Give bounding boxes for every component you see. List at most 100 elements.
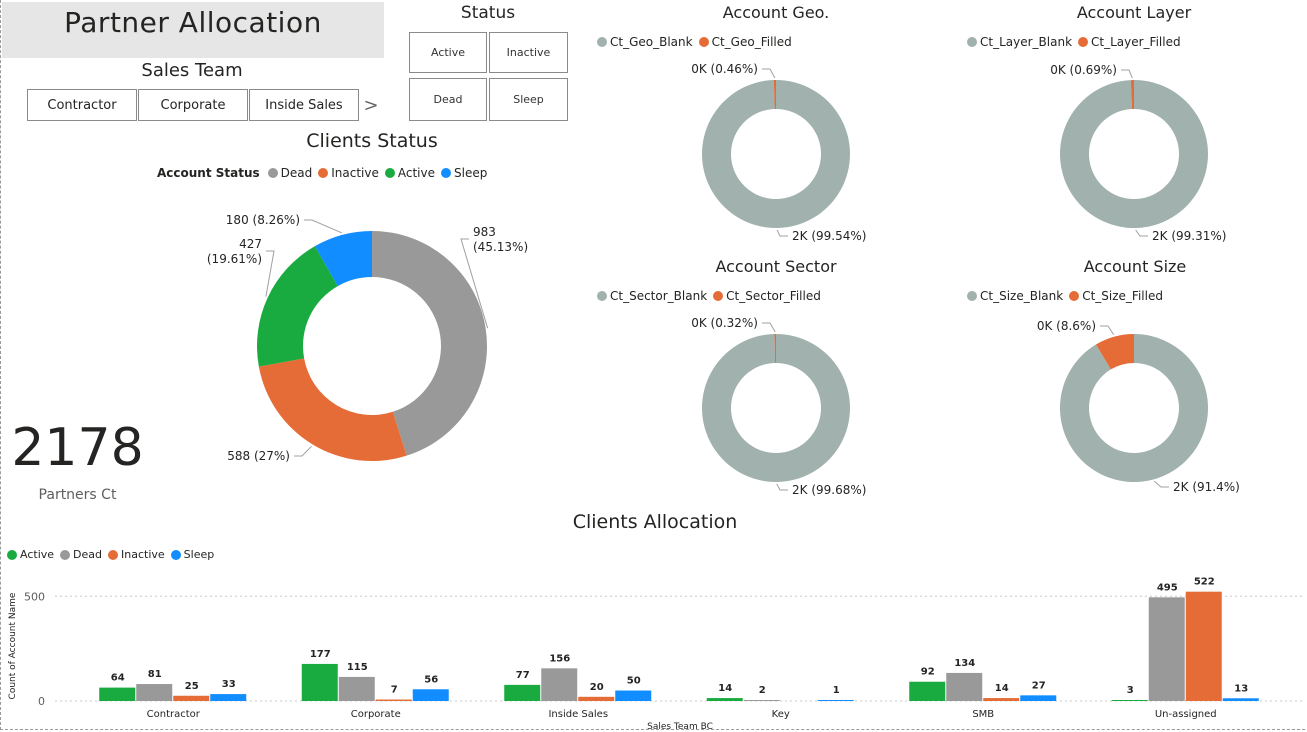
account-layer-legend: Ct_Layer_Blank Ct_Layer_Filled [967,35,1187,49]
legend-item-sector-blank[interactable]: Ct_Sector_Blank [597,289,707,303]
status-inactive-button[interactable]: Inactive [489,32,568,73]
legend-item-dead[interactable]: Dead [267,166,312,180]
account-layer-title: Account Layer [1076,3,1192,22]
filled-dot-icon [1078,37,1089,47]
leader-line [1153,480,1169,488]
leader-line [304,219,343,234]
status-title: Status [460,3,516,23]
clients-allocation-title: Clients Allocation [572,511,738,533]
legend-item-inactive[interactable]: Inactive [108,548,165,561]
account-sector-legend: Ct_Sector_Blank Ct_Sector_Filled [597,289,827,303]
leader-line [265,250,275,297]
filled-dot-icon [1069,291,1080,301]
partners-count-value: 2178 [11,418,144,478]
leader-line [1121,69,1133,79]
dead-dot-icon [267,168,278,178]
slice-ct-layer-blank[interactable] [1060,80,1209,228]
slice-ct-sector-blank[interactable] [702,334,851,483]
inactive-dot-icon [108,549,118,560]
slice-ct-geo-blank[interactable] [701,80,850,229]
slice-ct-sector-filled[interactable] [774,334,776,364]
sales-team-title: Sales Team [141,60,243,81]
account-geo-legend: Ct_Geo_Blank Ct_Geo_Filled [597,35,798,49]
slice-label: 180 (8.26%) [226,213,300,227]
slice-ct-geo-filled[interactable] [773,80,776,110]
sales-team-contractor-button[interactable]: Contractor [27,89,137,121]
leader-line [776,229,788,237]
status-active-button[interactable]: Active [409,32,487,73]
legend-item-layer-filled[interactable]: Ct_Layer_Filled [1078,35,1181,49]
slice-label: 0K (0.32%) [691,316,758,330]
page-title: Partner Allocation [64,6,322,39]
slice-label-percent: (19.61%) [207,252,262,266]
leader-line [776,483,788,491]
status-sleep-button[interactable]: Sleep [489,78,568,121]
slice-label: 0K (0.46%) [691,62,758,76]
slice-label-value: 427 [239,237,262,251]
slice-inactive[interactable] [258,358,407,461]
legend-item-sleep[interactable]: Sleep [441,166,487,180]
sleep-dot-icon [441,168,451,178]
chevron-right-icon[interactable]: > [363,94,379,116]
leader-line [460,238,489,329]
slice-sleep[interactable] [314,231,372,287]
slice-label: 2K (99.68%) [792,483,866,497]
blank-dot-icon [597,291,607,301]
legend-item-sector-filled[interactable]: Ct_Sector_Filled [713,289,821,303]
slice-label: 2K (99.54%) [792,229,866,243]
leader-line [762,68,776,79]
dead-dot-icon [60,549,71,560]
filled-dot-icon [698,37,709,47]
legend-item-geo-filled[interactable]: Ct_Geo_Filled [698,35,792,49]
legend-item-size-blank[interactable]: Ct_Size_Blank [967,289,1063,303]
active-dot-icon [7,549,17,560]
leader-line [1100,325,1115,336]
legend-item-sleep[interactable]: Sleep [170,548,214,561]
sales-team-inside-sales-button[interactable]: Inside Sales [249,89,359,121]
legend-item-layer-blank[interactable]: Ct_Layer_Blank [967,35,1072,49]
legend-item-geo-blank[interactable]: Ct_Geo_Blank [597,35,693,49]
slice-active[interactable] [257,246,338,367]
legend-item-active[interactable]: Active [384,166,435,180]
leader-line [762,322,776,333]
slice-label: 2K (91.4%) [1173,480,1240,494]
legend-item-dead[interactable]: Dead [60,548,102,561]
status-dead-button[interactable]: Dead [409,78,487,121]
account-geo-title: Account Geo. [722,3,830,22]
filled-dot-icon [713,291,724,301]
slice-label-value: 983 [473,225,496,239]
account-size-legend: Ct_Size_Blank Ct_Size_Filled [967,289,1169,303]
legend-item-inactive[interactable]: Inactive [318,166,379,180]
legend-title: Account Status [157,166,260,180]
slice-label: 983 (45.13%) [473,225,528,254]
account-size-title: Account Size [1083,257,1187,276]
clients-allocation-legend: Active Dead Inactive Sleep [7,548,220,561]
slice-ct-size-filled[interactable] [1095,334,1134,370]
account-sector-title: Account Sector [715,257,837,276]
sales-team-corporate-button[interactable]: Corporate [138,89,248,121]
slice-label: 0K (8.6%) [1037,319,1096,333]
partners-count-label: Partners Ct [38,487,117,503]
clients-status-title: Clients Status [306,130,438,152]
slice-ct-layer-filled[interactable] [1130,80,1134,110]
slice-label: 2K (99.31%) [1152,229,1226,243]
slice-dead[interactable] [372,231,487,456]
slice-label-percent: (45.13%) [473,240,528,254]
leader-line [294,445,312,457]
slice-label: 427 (19.61%) [207,237,262,266]
blank-dot-icon [967,37,977,47]
leader-line [1135,229,1148,237]
title-banner [2,2,384,58]
legend-item-size-filled[interactable]: Ct_Size_Filled [1069,289,1163,303]
blank-dot-icon [597,37,607,47]
sleep-dot-icon [170,549,181,560]
legend-item-active[interactable]: Active [7,548,54,561]
blank-dot-icon [967,291,977,301]
slice-ct-size-blank[interactable] [1060,334,1208,483]
inactive-dot-icon [318,168,329,178]
slice-label: 0K (0.69%) [1050,63,1117,77]
clients-status-legend: Account Status Dead Inactive Active Slee… [157,166,493,180]
slice-label: 588 (27%) [227,449,290,463]
